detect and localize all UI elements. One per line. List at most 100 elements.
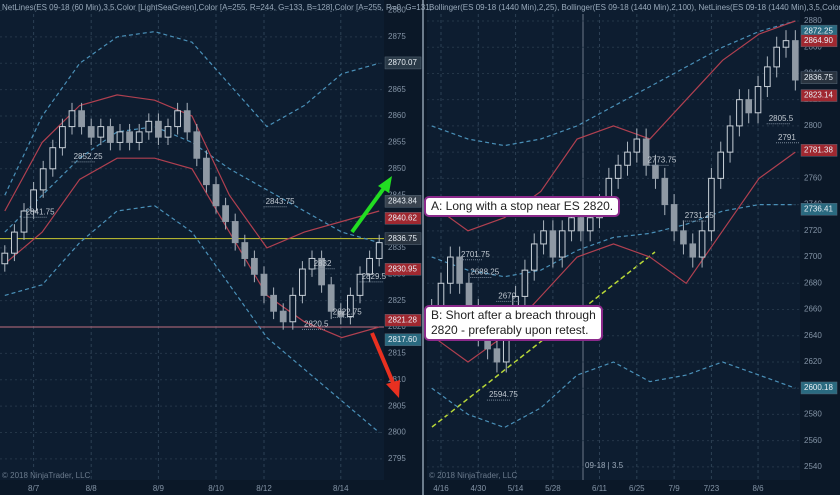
band-line	[4, 205, 380, 433]
candle-body	[456, 256, 463, 284]
candle-body	[447, 256, 454, 284]
y-tick-label: 2800	[804, 121, 822, 130]
level-label: 2852.25	[74, 152, 103, 161]
candle-body	[260, 273, 268, 296]
candle-body	[231, 221, 239, 244]
price-marker	[800, 144, 838, 157]
x-tick-label: 8/10	[208, 484, 224, 493]
band-line	[4, 30, 380, 196]
annotation-b-line: B: Short after a breach through	[431, 308, 596, 322]
price-marker	[800, 34, 838, 48]
y-tick-label: 2835	[388, 243, 406, 252]
candle-body	[174, 110, 181, 128]
price-marker-label: 2870.07	[388, 58, 417, 67]
price-marker-label: 2840.62	[388, 213, 417, 222]
candle-body	[577, 217, 585, 232]
price-marker	[384, 232, 422, 245]
candle-body	[270, 294, 277, 312]
price-marker-label: 2830.95	[388, 264, 417, 273]
band-line	[4, 94, 380, 249]
candle-body	[745, 99, 753, 114]
price-marker-label: 2821.28	[388, 315, 417, 324]
candle-body	[87, 126, 95, 138]
candle-body	[366, 257, 373, 275]
candle-body	[116, 131, 124, 143]
candle-body	[241, 242, 249, 259]
candle-body	[717, 151, 725, 179]
candle-body	[203, 157, 210, 186]
candle-body	[521, 269, 529, 297]
y-tick-label: 2760	[804, 173, 822, 182]
band-line	[4, 157, 380, 339]
level-label: 2688.25	[470, 268, 499, 277]
candle-body	[624, 151, 631, 166]
candle-body	[78, 110, 85, 128]
candle-body	[375, 242, 383, 259]
x-tick-label: 5/28	[545, 484, 561, 493]
annotation-a: A: Long with a stop near ES 2820.	[424, 196, 621, 217]
price-marker	[800, 381, 838, 395]
candle-body	[652, 164, 659, 179]
copyright: © 2018 NinjaTrader, LLC	[429, 471, 518, 480]
plot-left	[0, 0, 384, 480]
price-marker-label: 2600.18	[804, 383, 833, 392]
price-marker-label: 2836.75	[388, 234, 417, 243]
candle-body	[670, 204, 678, 232]
price-marker-label: 2843.84	[388, 196, 417, 205]
candle-body	[11, 231, 18, 254]
candle-body	[155, 120, 162, 138]
y-tick-label: 2805	[388, 401, 406, 410]
candle-body	[193, 131, 201, 159]
candle-body	[530, 243, 538, 271]
arrow-down-head	[386, 380, 400, 398]
candle-body	[792, 40, 799, 81]
price-marker	[384, 56, 422, 70]
candle-body	[279, 310, 287, 323]
arrow-down	[370, 332, 396, 386]
candle-body	[97, 126, 105, 138]
marks: NetLines(ES 09-18 (60 Min),3,5,Color [Li…	[0, 3, 840, 493]
y-tick-label: 2700	[804, 252, 822, 261]
y-tick-label: 2795	[388, 454, 406, 463]
x-tick-label: 6/25	[629, 484, 645, 493]
y-tick-label: 2825	[388, 296, 406, 305]
y-tick-label: 2860	[388, 111, 406, 120]
y-tick-label: 2580	[804, 410, 822, 419]
level-label: 2841.75	[26, 207, 55, 216]
y-tick-label: 2800	[388, 428, 406, 437]
band-line	[4, 125, 380, 244]
candle-body	[754, 86, 762, 114]
y-tick-label: 2620	[804, 357, 822, 366]
candle-body	[708, 177, 715, 232]
candle-body	[289, 294, 297, 323]
x-tick-label: 7/23	[704, 484, 720, 493]
candle-body	[558, 230, 566, 258]
candle-body	[680, 230, 687, 245]
candle-body	[49, 147, 57, 170]
level-label: 2829.5	[362, 272, 387, 281]
y-tick-label: 2660	[804, 305, 822, 314]
candle-body	[773, 46, 780, 68]
plot-right	[427, 0, 800, 480]
price-marker	[800, 89, 838, 102]
price-marker	[800, 203, 838, 216]
level-label: 2594.75	[489, 390, 518, 399]
candle-body	[145, 120, 153, 133]
candle-body	[540, 230, 547, 245]
price-marker	[384, 263, 422, 276]
arrow-up	[350, 186, 386, 234]
candle-body	[59, 126, 66, 149]
candle-body	[689, 243, 697, 258]
level-label: 2731.25	[685, 211, 714, 220]
y-tick-label: 2880	[804, 16, 822, 25]
price-marker-label: 2823.14	[804, 91, 833, 100]
level-label: 2670	[498, 292, 516, 301]
x-tick-label: 5/14	[508, 484, 524, 493]
y-tick-label: 2680	[804, 278, 822, 287]
candle-body	[736, 99, 743, 127]
y-tick-label: 2855	[388, 138, 406, 147]
y-tick-label: 2540	[804, 462, 822, 471]
candle-body	[337, 310, 345, 317]
band-line	[431, 20, 796, 147]
